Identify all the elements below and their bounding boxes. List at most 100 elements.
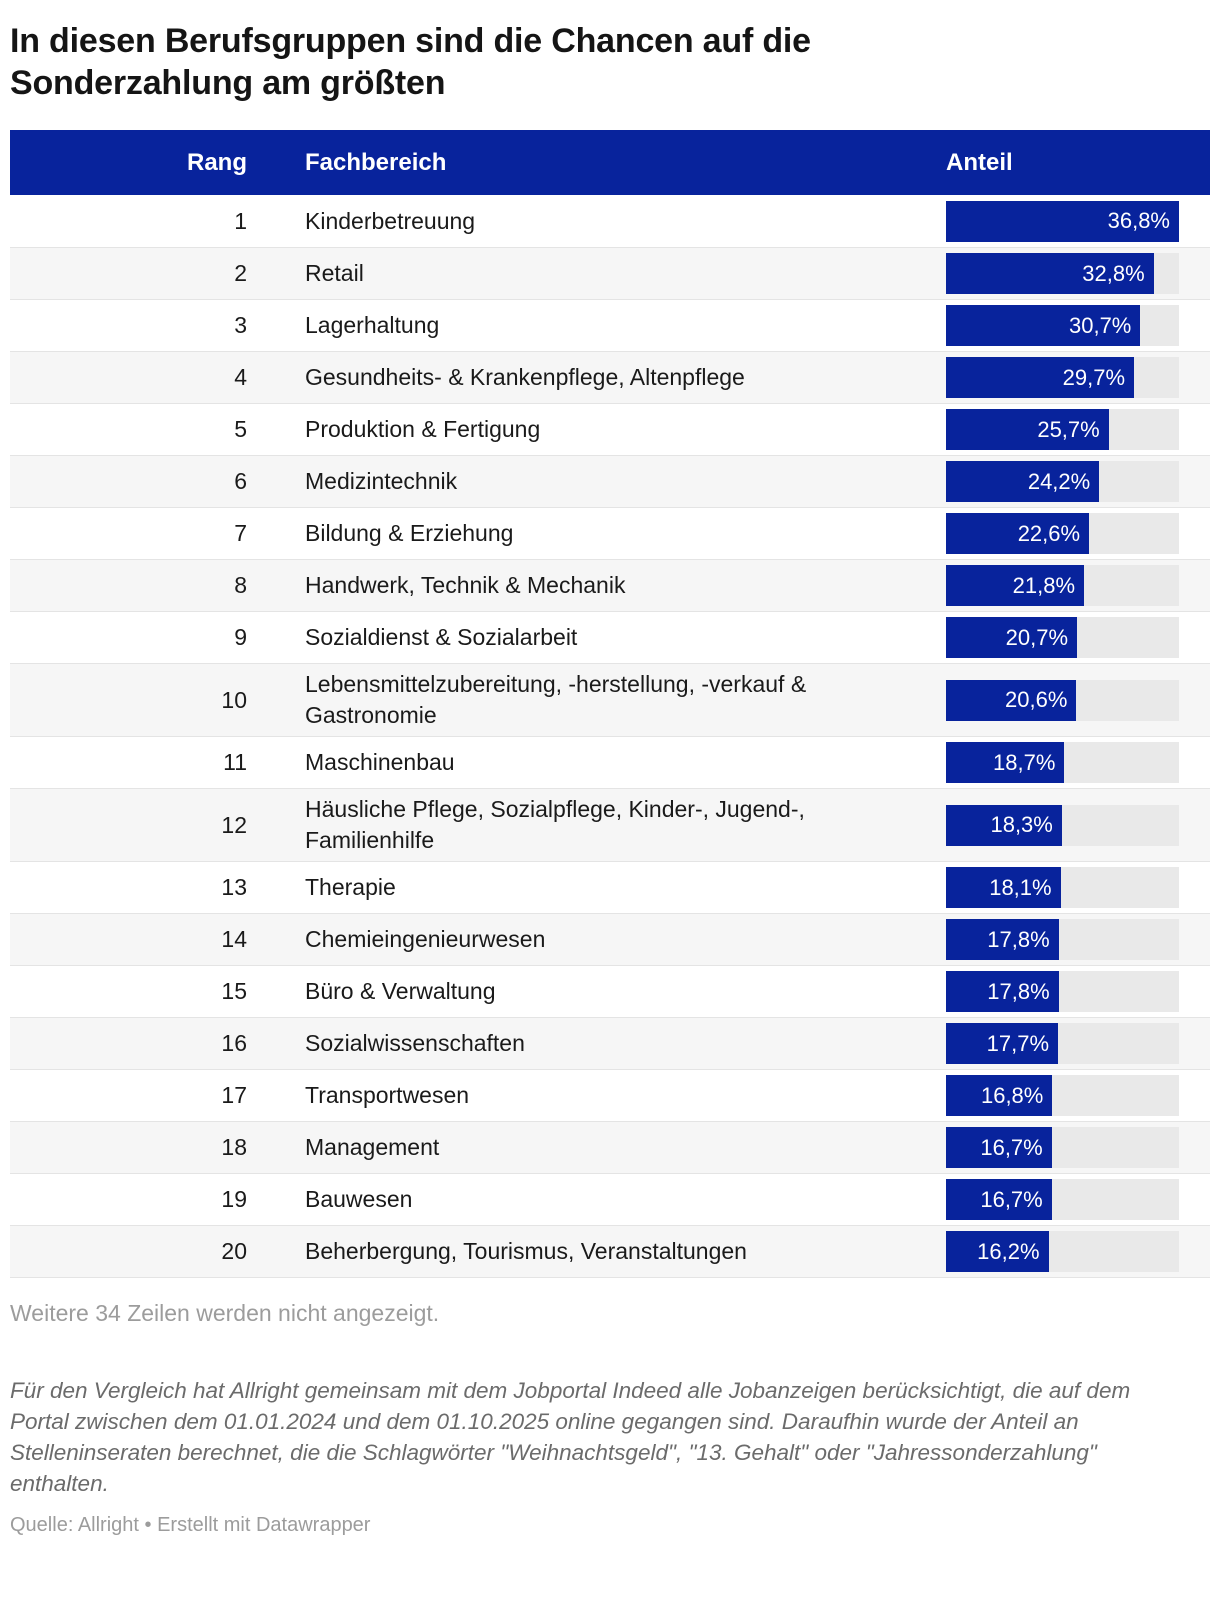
bar-value-label: 17,7% — [986, 1030, 1050, 1056]
bar-fill: 36,8% — [946, 200, 1179, 242]
bar-track: 30,7% — [946, 305, 1179, 346]
rank-cell: 7 — [234, 520, 247, 546]
bar-track: 16,2% — [946, 1231, 1179, 1272]
field-cell: Sozialwissenschaften — [305, 1030, 525, 1056]
bar-cell: 20,6% — [946, 679, 1179, 721]
table-row: 14 Chemieingenieurwesen 17,8% — [10, 913, 1210, 965]
field-cell: Lagerhaltung — [305, 312, 440, 338]
bar-cell: 18,3% — [946, 804, 1179, 846]
table-row: 17 Transportwesen 16,8% — [10, 1069, 1210, 1121]
bar-cell: 16,2% — [946, 1231, 1179, 1272]
table-body: 1 Kinderbetreuung 36,8% 2 Retail 32,8% — [10, 195, 1210, 1278]
bar-fill: 24,2% — [946, 461, 1100, 502]
bar-value-label: 18,3% — [990, 812, 1053, 837]
bar-cell: 18,7% — [946, 742, 1179, 783]
bar-cell: 25,7% — [946, 409, 1179, 450]
bar-track: 25,7% — [946, 409, 1179, 450]
bar-value-label: 36,8% — [1107, 208, 1170, 233]
table-row: 16 Sozialwissenschaften 17,7% — [10, 1017, 1210, 1069]
bar-value-label: 30,7% — [1068, 312, 1132, 338]
table-row: 10 Lebensmittelzubereitung, -herstellung… — [10, 663, 1210, 736]
table-row: 13 Therapie 18,1% — [10, 861, 1210, 913]
rank-cell: 5 — [234, 416, 247, 442]
bar-cell: 30,7% — [946, 305, 1179, 346]
field-cell: Bildung & Erziehung — [305, 520, 514, 546]
table-row: 20 Beherbergung, Tourismus, Veranstaltun… — [10, 1225, 1210, 1277]
bar-value-label: 21,8% — [1012, 572, 1076, 598]
table-row: 8 Handwerk, Technik & Mechanik 21,8% — [10, 559, 1210, 611]
bar-cell: 22,6% — [946, 513, 1179, 554]
table-row: 18 Management 16,7% — [10, 1121, 1210, 1173]
table-row: 11 Maschinenbau 18,7% — [10, 736, 1210, 788]
bar-fill: 18,7% — [946, 742, 1065, 783]
bar-fill: 16,7% — [946, 1179, 1052, 1220]
bar-track: 17,7% — [946, 1023, 1179, 1064]
hidden-rows-note: Weitere 34 Zeilen werden nicht angezeigt… — [10, 1300, 440, 1326]
methodology-note: Für den Vergleich hat Allright gemeinsam… — [10, 1378, 1131, 1496]
table-row: 2 Retail 32,8% — [10, 247, 1210, 299]
bar-track: 16,7% — [946, 1179, 1179, 1220]
field-cell: Kinderbetreuung — [305, 207, 476, 234]
rank-cell: 19 — [221, 1186, 247, 1212]
bar-fill: 18,1% — [946, 867, 1061, 908]
bar-fill: 17,7% — [946, 1023, 1059, 1064]
rank-cell: 9 — [234, 624, 247, 650]
bar-cell: 17,8% — [946, 919, 1179, 960]
bar-track: 24,2% — [946, 461, 1179, 502]
field-cell: Retail — [305, 260, 364, 286]
bar-value-label: 16,8% — [980, 1082, 1044, 1108]
bar-cell: 16,7% — [946, 1179, 1179, 1220]
field-cell: Büro & Verwaltung — [305, 978, 496, 1004]
bar-cell: 18,1% — [946, 867, 1179, 908]
bar-fill: 21,8% — [946, 565, 1085, 606]
column-header-fachbereich: Fachbereich — [305, 149, 447, 176]
bar-track: 32,8% — [946, 253, 1179, 294]
field-cell: Medizintechnik — [305, 468, 458, 494]
field-cell: Therapie — [305, 874, 396, 900]
field-cell: Häusliche Pflege, Sozialpflege, Kinder-,… — [305, 796, 805, 853]
bar-cell: 16,8% — [946, 1075, 1179, 1116]
rank-cell: 1 — [234, 207, 247, 234]
bar-cell: 17,8% — [946, 971, 1179, 1012]
field-cell: Lebensmittelzubereitung, -herstellung, -… — [305, 671, 807, 728]
rank-cell: 6 — [234, 468, 247, 494]
rank-cell: 8 — [234, 572, 247, 598]
bar-value-label: 16,7% — [980, 1186, 1043, 1212]
bar-fill: 29,7% — [946, 357, 1135, 398]
bar-cell: 32,8% — [946, 253, 1179, 294]
rank-cell: 16 — [221, 1030, 247, 1056]
bar-value-label: 17,8% — [987, 926, 1050, 952]
bar-fill: 22,6% — [946, 513, 1090, 554]
bar-fill: 30,7% — [946, 305, 1141, 346]
table-row: 9 Sozialdienst & Sozialarbeit 20,7% — [10, 611, 1210, 663]
bar-fill: 32,8% — [946, 253, 1154, 294]
rank-cell: 20 — [221, 1238, 247, 1264]
field-cell: Produktion & Fertigung — [305, 416, 541, 442]
table-row: 1 Kinderbetreuung 36,8% — [10, 195, 1210, 247]
bar-track: 18,3% — [946, 804, 1179, 846]
bar-fill: 18,3% — [946, 804, 1062, 846]
rank-cell: 2 — [234, 260, 247, 286]
field-cell: Maschinenbau — [305, 749, 455, 775]
ranking-table: Rang Fachbereich Anteil 1 Kinderbetreuun… — [10, 130, 1210, 1278]
rank-cell: 15 — [221, 978, 247, 1004]
bar-cell: 21,8% — [946, 565, 1179, 606]
bar-cell: 16,7% — [946, 1127, 1179, 1168]
bar-track: 16,7% — [946, 1127, 1179, 1168]
bar-track: 16,8% — [946, 1075, 1179, 1116]
field-cell: Management — [305, 1134, 440, 1160]
table-row: 12 Häusliche Pflege, Sozialpflege, Kinde… — [10, 788, 1210, 861]
bar-track: 17,8% — [946, 971, 1179, 1012]
field-cell: Transportwesen — [305, 1082, 470, 1108]
bar-track: 18,7% — [946, 742, 1179, 783]
bar-fill: 25,7% — [946, 409, 1109, 450]
bar-track: 21,8% — [946, 565, 1179, 606]
field-cell: Handwerk, Technik & Mechanik — [305, 572, 626, 598]
bar-value-label: 32,8% — [1082, 260, 1145, 286]
bar-fill: 20,7% — [946, 617, 1078, 658]
table-row: 6 Medizintechnik 24,2% — [10, 455, 1210, 507]
bar-fill: 16,7% — [946, 1127, 1052, 1168]
bar-cell: 24,2% — [946, 461, 1179, 502]
rank-cell: 18 — [221, 1134, 247, 1160]
